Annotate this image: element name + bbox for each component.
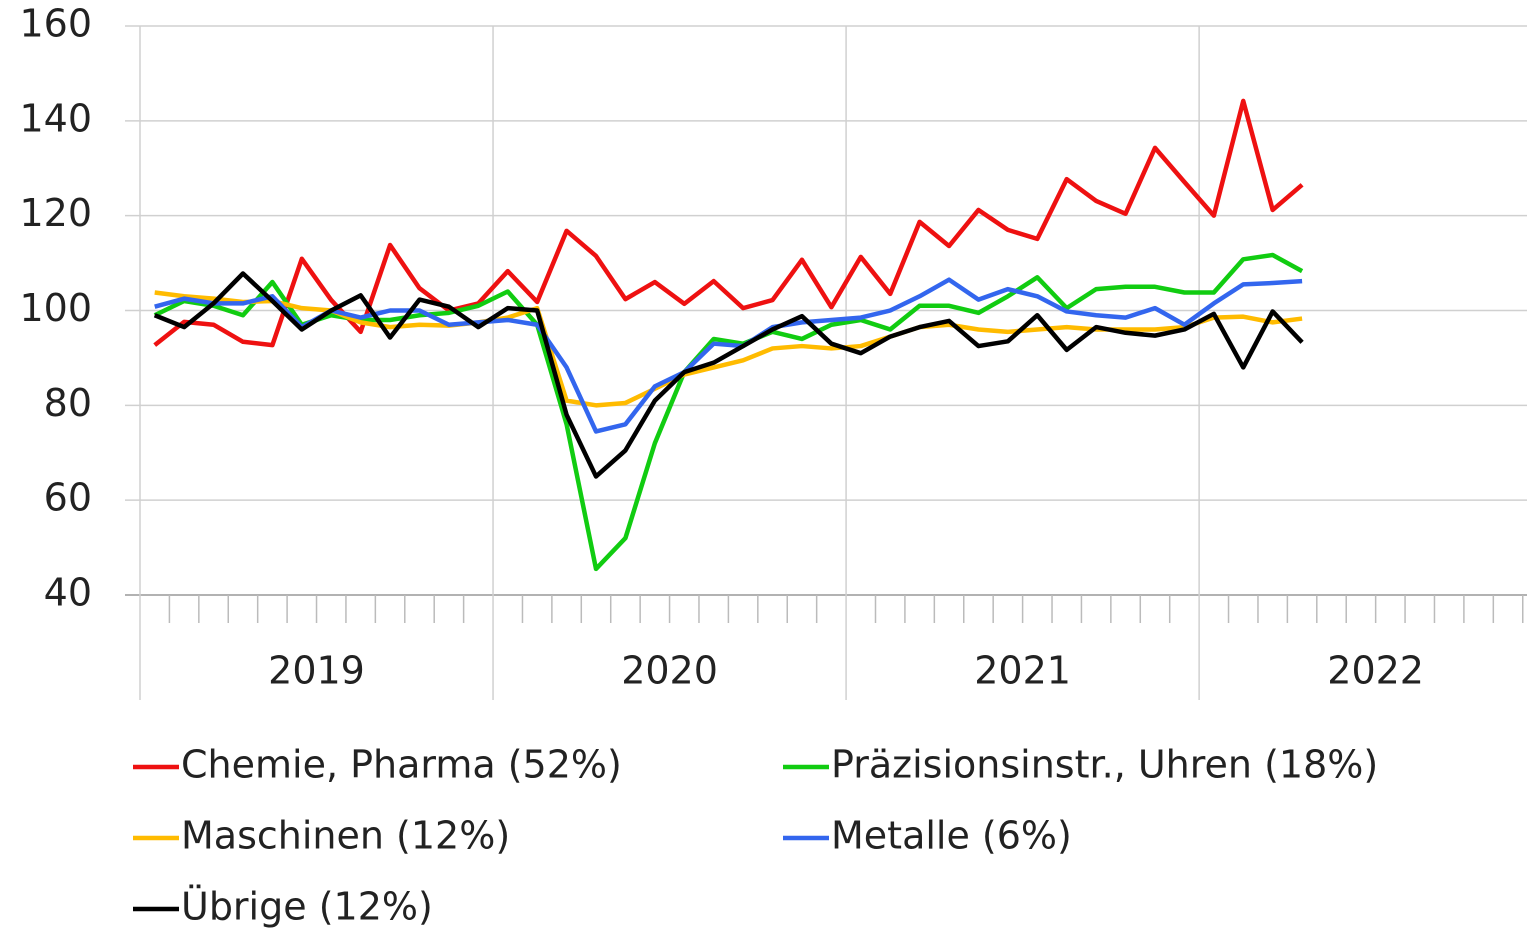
y-tick-label: 140 <box>19 96 92 140</box>
series-line <box>153 271 1304 479</box>
x-tick-label: 2021 <box>974 649 1071 693</box>
y-tick-label: 40 <box>44 571 92 615</box>
y-tick-label: 60 <box>44 476 92 520</box>
legend-label: Übrige (12%) <box>181 885 433 929</box>
series-line <box>154 290 1303 408</box>
legend-label: Präzisionsinstr., Uhren (18%) <box>831 743 1378 787</box>
series-line <box>153 252 1304 572</box>
legend-label: Chemie, Pharma (52%) <box>181 743 622 787</box>
y-tick-label: 120 <box>19 191 92 235</box>
legend-label: Maschinen (12%) <box>181 814 510 858</box>
y-tick-label: 80 <box>44 381 92 425</box>
x-tick-label: 2020 <box>621 649 718 693</box>
y-tick-label: 100 <box>19 286 92 330</box>
legend-label: Metalle (6%) <box>831 814 1072 858</box>
series-line <box>154 277 1303 434</box>
y-tick-label: 160 <box>19 2 92 46</box>
x-tick-label: 2022 <box>1327 649 1424 693</box>
x-tick-label: 2019 <box>268 649 365 693</box>
